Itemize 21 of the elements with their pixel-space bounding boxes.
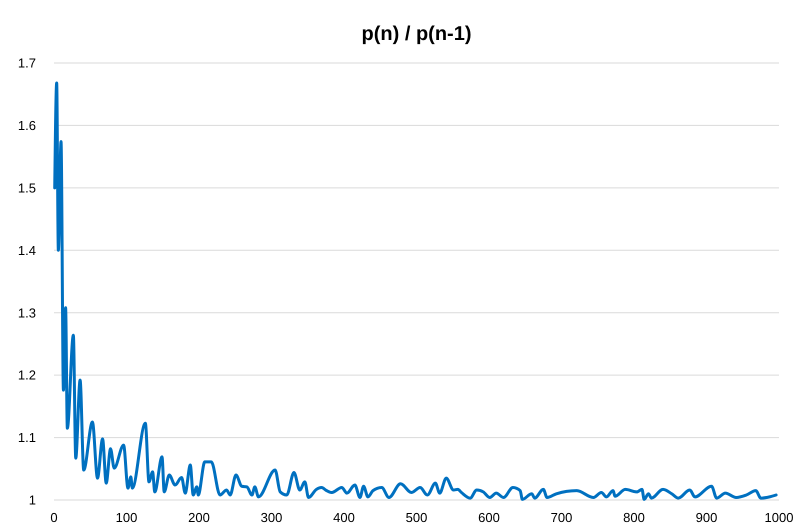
x-tick-label: 600 [478,510,500,525]
x-tick-label: 0 [50,510,58,525]
x-tick-label: 700 [550,510,572,525]
x-tick-label: 100 [116,510,138,525]
y-tick-label: 1.7 [18,56,36,71]
y-tick-label: 1.3 [18,305,36,320]
x-tick-label: 300 [260,510,282,525]
y-tick-label: 1.5 [18,180,36,196]
line-series [53,81,778,501]
y-tick-label: 1.6 [18,118,36,133]
x-tick-label: 1000 [764,510,794,525]
x-tick-label: 800 [623,510,645,525]
x-tick-label: 500 [406,510,428,525]
y-tick-label: 1.2 [18,368,36,383]
chart-title: p(n) / p(n-1) [362,23,472,45]
y-tick-label: 1.4 [18,242,36,258]
x-tick-label: 400 [333,510,355,525]
y-tick-label: 1 [28,492,36,508]
x-tick-label: 900 [696,510,718,525]
x-tick-label: 200 [188,510,210,525]
y-tick-label: 1.1 [18,430,36,446]
